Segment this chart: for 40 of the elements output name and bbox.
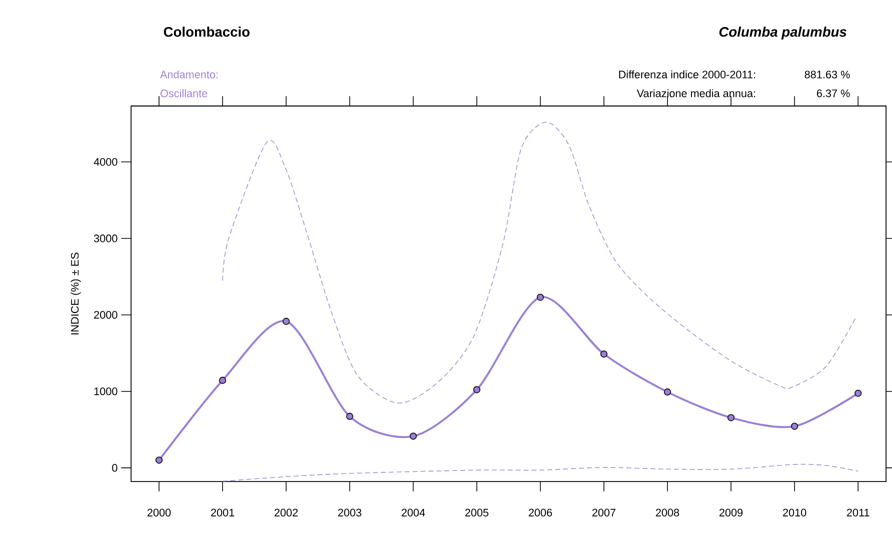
text: 6.37 %: [816, 90, 850, 98]
y-tick-label: 4000: [94, 158, 118, 166]
line-series: [222, 122, 857, 404]
point: [536, 294, 544, 301]
point: [727, 414, 735, 422]
text: Andamento:: [160, 70, 218, 78]
point: [346, 412, 354, 420]
x-tick-label: 2008: [656, 508, 680, 517]
x-tick-label: 2007: [592, 508, 616, 517]
chart-title: Colombaccio: [164, 26, 250, 37]
x-tick-label: 2002: [274, 508, 298, 517]
y-tick-label: 0: [112, 464, 118, 472]
x-tick-label: 2011: [846, 508, 870, 517]
text: Differenza indice 2000-2011:: [619, 70, 756, 78]
x-tick-label: 2003: [338, 508, 362, 517]
point: [473, 386, 480, 394]
point: [282, 318, 290, 325]
x-tick-label: 2005: [465, 508, 488, 517]
point: [854, 390, 862, 397]
point: [664, 388, 671, 396]
point: [410, 432, 417, 440]
text: Oscillante: [160, 89, 208, 98]
y-tick-label: 3000: [94, 234, 118, 242]
point: [156, 456, 163, 464]
point: [219, 376, 226, 384]
x-tick-label: 2001: [211, 508, 234, 517]
x-tick-label: 2006: [528, 508, 552, 517]
y-axis-title: INDICE (%) ± ES: [70, 252, 81, 334]
point: [600, 350, 608, 358]
text: Variazione media annua:: [636, 89, 756, 98]
x-tick-label: 2010: [783, 508, 806, 517]
x-tick-label: 2009: [719, 508, 743, 517]
text: 881.63 %: [804, 70, 850, 78]
x-tick-label: 2000: [148, 508, 171, 517]
line-series: [222, 464, 858, 482]
x-tick-label: 2004: [402, 508, 425, 517]
point: [790, 422, 798, 430]
y-tick-label: 2000: [94, 311, 118, 319]
y-tick-label: 1000: [94, 388, 118, 396]
chart-subtitle: Columba palumbus: [719, 26, 846, 40]
